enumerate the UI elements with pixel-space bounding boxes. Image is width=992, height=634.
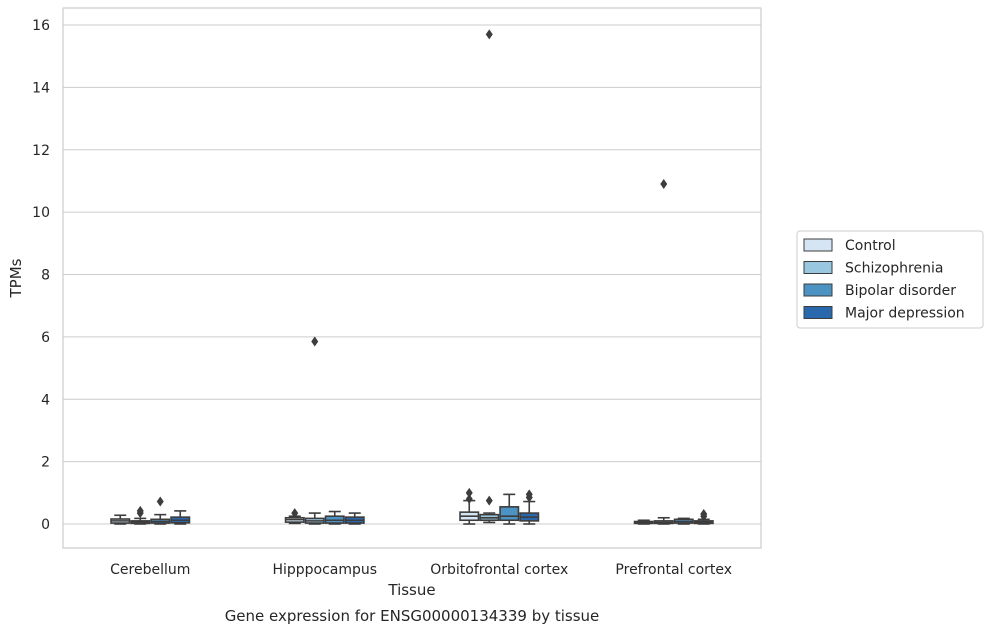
- outlier-point: [525, 489, 533, 500]
- y-axis-label: TPMs: [7, 258, 25, 298]
- legend-label: Major depression: [845, 306, 965, 322]
- y-tick-label: 4: [41, 392, 50, 408]
- box-schizophrenia: [479, 29, 500, 524]
- outlier-point: [660, 179, 668, 190]
- outlier-point: [465, 494, 473, 505]
- x-tick-label: Orbitofrontal cortex: [430, 562, 568, 578]
- legend-label: Bipolar disorder: [845, 283, 956, 299]
- legend-label: Schizophrenia: [845, 261, 943, 277]
- y-tick-label: 6: [41, 330, 50, 346]
- x-tick-label: Prefrontal cortex: [615, 562, 732, 578]
- outlier-point: [485, 29, 493, 40]
- outlier-point: [465, 487, 473, 498]
- legend: Control Schizophrenia Bipolar disorder Majo…: [796, 230, 984, 329]
- box-body: [499, 506, 520, 522]
- y-tick-label: 10: [32, 205, 50, 221]
- box-major-depression: [170, 510, 191, 525]
- box-bipolar-disorder: [499, 493, 520, 525]
- legend-swatch: [803, 306, 833, 319]
- box-control: [284, 508, 305, 525]
- y-tick-label: 12: [32, 143, 50, 159]
- y-tick-label: 8: [41, 268, 50, 284]
- box-schizophrenia: [130, 505, 151, 525]
- box-bipolar-disorder: [673, 517, 694, 525]
- plot-area-frame: [62, 7, 762, 549]
- box-major-depression: [344, 512, 365, 525]
- legend-swatch: [803, 238, 833, 252]
- box-control: [110, 514, 131, 525]
- y-tick-label: 2: [41, 455, 50, 471]
- box-major-depression: [519, 489, 540, 525]
- chart-caption: Gene expression for ENSG00000134339 by t…: [225, 607, 600, 625]
- box-control: [633, 519, 654, 525]
- legend-swatch: [803, 283, 833, 297]
- box-major-depression: [693, 509, 714, 525]
- gridlines: [63, 24, 761, 525]
- x-tick-labels: Cerebellum Hipppocampus Orbitofrontal cort…: [110, 562, 732, 578]
- x-tick-label: Cerebellum: [110, 562, 190, 578]
- outlier-point: [311, 336, 319, 347]
- box-bipolar-disorder: [324, 510, 345, 525]
- x-axis-label: Tissue: [387, 581, 435, 599]
- legend-swatch: [803, 261, 833, 274]
- outlier-point: [291, 508, 299, 519]
- box-bipolar-disorder: [150, 496, 171, 525]
- y-tick-labels: 0 2 4 6 8 10 12 14 16: [32, 18, 50, 533]
- outlier-point: [700, 509, 708, 520]
- outlier-point: [485, 495, 493, 506]
- legend-label: Control: [845, 238, 896, 254]
- y-tick-label: 16: [32, 18, 50, 34]
- y-tick-label: 0: [41, 517, 50, 533]
- y-tick-label: 14: [32, 80, 50, 96]
- boxes: [110, 29, 714, 525]
- legend-frame: [796, 230, 984, 329]
- outlier-point: [156, 496, 164, 507]
- outlier-point: [136, 505, 144, 516]
- box-control: [459, 487, 480, 525]
- x-tick-label: Hipppocampus: [272, 562, 377, 578]
- box-schizophrenia: [653, 179, 674, 525]
- box-schizophrenia: [304, 336, 325, 525]
